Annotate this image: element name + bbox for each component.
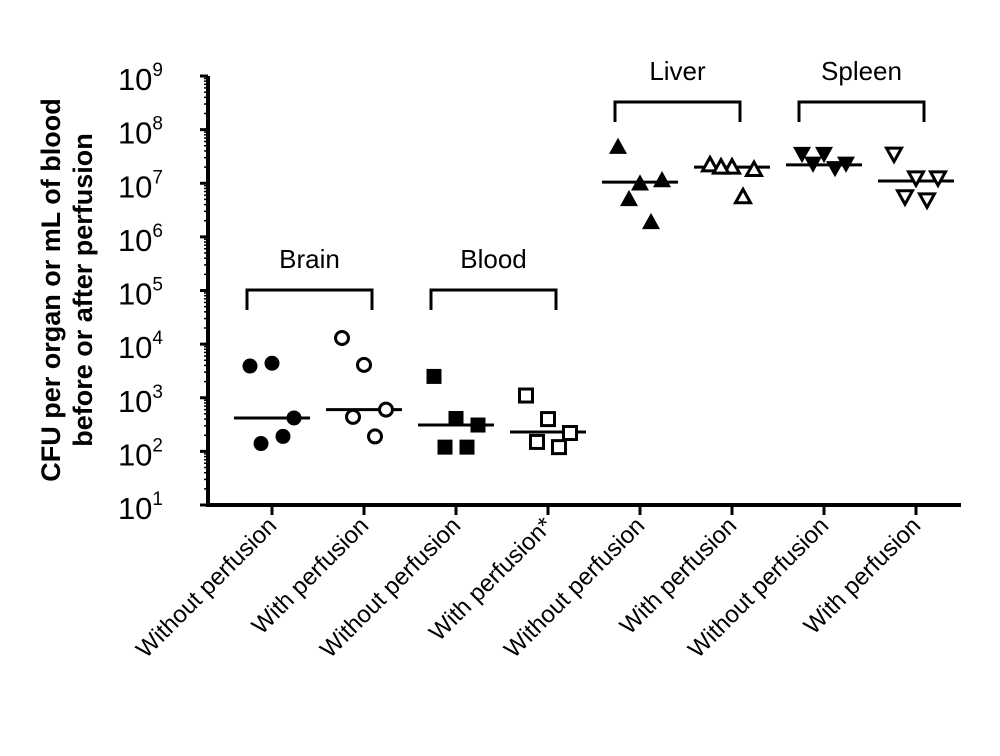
group-bracket	[429, 288, 558, 310]
data-point-triangle-down	[793, 146, 811, 164]
data-point-square	[518, 387, 534, 404]
data-point-triangle-up	[732, 186, 754, 205]
data-point-circle	[334, 330, 350, 347]
data-point-triangle-down	[826, 161, 844, 178]
data-point-triangle-down	[905, 170, 927, 189]
y-axis-label: CFU per organ or mL of blood before or af…	[36, 98, 98, 481]
data-point-triangle-down	[894, 189, 916, 208]
y-axis-label-line: CFU per organ or mL of blood	[36, 98, 66, 481]
data-point-square	[562, 425, 578, 442]
y-axis: 101 102 103 104 105 106 107 108 109	[118, 60, 210, 526]
y-tick-label: 107	[118, 167, 163, 204]
data-point-circle	[275, 428, 291, 444]
y-tick-label: 102	[118, 435, 163, 472]
y-axis-label-line: before or after perfusion	[68, 133, 98, 447]
y-tick-label: 108	[118, 114, 163, 151]
y-tick-label: 101	[118, 489, 163, 526]
data-point-square	[470, 417, 486, 433]
data-point-triangle-down	[815, 146, 833, 164]
data-point-triangle-up	[743, 158, 765, 178]
y-tick-label: 106	[118, 221, 163, 258]
data-point-triangle-up	[710, 156, 732, 175]
data-point-triangle-up	[609, 137, 627, 154]
data-point-circle	[242, 358, 258, 374]
data-point-triangle-down	[916, 192, 938, 211]
data-point-triangle-up	[631, 174, 649, 191]
y-tick-label: 104	[118, 328, 163, 365]
data-point-square	[426, 368, 442, 384]
data-point-square	[529, 433, 545, 450]
y-tick-label: 103	[118, 382, 163, 419]
data-point-triangle-up	[653, 170, 671, 188]
data-point-triangle-up	[620, 189, 638, 207]
data-point-circle	[356, 356, 372, 373]
group-bracket	[797, 100, 926, 122]
data-point-triangle-up	[699, 154, 721, 173]
data-point-circle	[264, 355, 280, 371]
data-point-circle	[286, 410, 302, 426]
data-point-circle	[345, 408, 361, 425]
group-label: Blood	[460, 244, 527, 274]
data-point-circle	[378, 401, 394, 418]
data-point-square	[459, 439, 475, 455]
y-tick-label: 109	[118, 60, 163, 97]
data-point-triangle-down	[927, 170, 949, 189]
data-point-circle	[367, 428, 383, 445]
data-point-square	[437, 439, 453, 455]
group-label: Brain	[279, 244, 340, 274]
group-bracket	[613, 100, 742, 122]
group-label: Spleen	[821, 56, 902, 86]
data-point-circle	[253, 436, 269, 452]
group-bracket	[245, 288, 374, 310]
data-point-square	[540, 411, 556, 428]
data-point-triangle-up	[642, 212, 660, 230]
data-points	[234, 137, 954, 456]
group-brackets: Brain Blood Liver Spleen	[245, 56, 926, 310]
data-point-square	[551, 439, 567, 456]
y-tick-label: 105	[118, 275, 163, 312]
x-tick-label: Without perfusion	[131, 512, 282, 663]
data-point-triangle-down	[837, 156, 855, 173]
data-point-triangle-down	[883, 146, 905, 165]
data-point-square	[448, 411, 464, 427]
group-label: Liver	[649, 56, 706, 86]
data-point-triangle-down	[804, 156, 822, 173]
